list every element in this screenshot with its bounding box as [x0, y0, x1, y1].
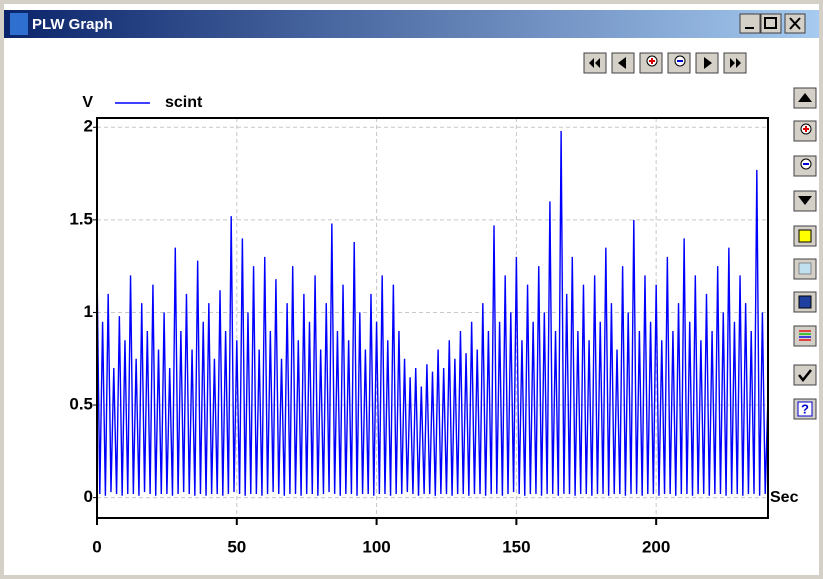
x-tick-label: 150 — [502, 537, 530, 556]
check-button[interactable] — [793, 364, 817, 386]
x-axis-label: Sec — [770, 489, 799, 506]
y-tick-label: 2 — [84, 117, 93, 136]
x-tick-label: 0 — [92, 537, 101, 556]
data-line — [97, 130, 768, 496]
app-icon — [10, 13, 28, 35]
x-tick-label: 100 — [362, 537, 390, 556]
x-tick-label: 200 — [642, 537, 670, 556]
x-tick-label: 50 — [227, 537, 246, 556]
window-title: PLW Graph — [32, 16, 113, 33]
top-toolbar[interactable] — [583, 52, 747, 74]
title-bar — [4, 10, 819, 38]
y-tick-label: 0 — [84, 487, 93, 506]
y-tick-label: 1.5 — [69, 209, 93, 228]
client-area — [4, 4, 819, 575]
y-tick-label: 0.5 — [69, 395, 93, 414]
legend-label: scint — [165, 94, 203, 111]
y-tick-label: 1 — [84, 302, 93, 321]
y-axis-label: V — [82, 94, 93, 111]
svg-text:?: ? — [801, 401, 809, 416]
minimize-button[interactable] — [739, 13, 761, 34]
side-toolbar[interactable]: ? — [793, 87, 817, 420]
window-controls[interactable] — [739, 13, 806, 34]
plot: 0 0.5 1 1.5 2 0 50 100 150 200 scint V Sec — [69, 94, 798, 556]
